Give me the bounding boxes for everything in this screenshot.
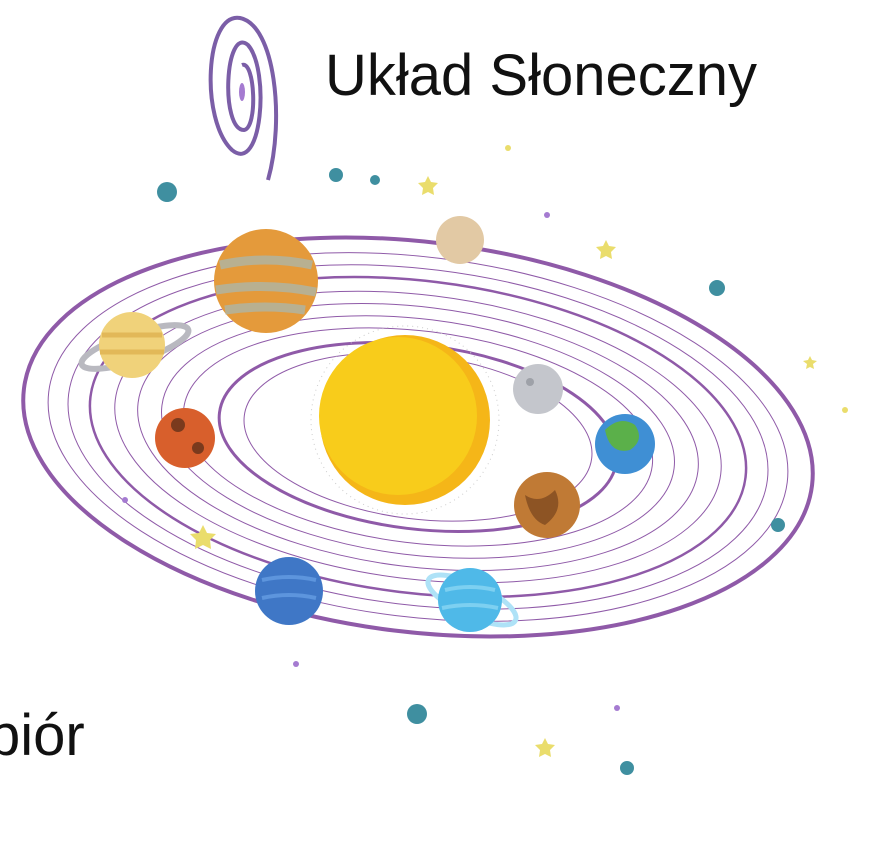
caption: biór <box>0 703 85 768</box>
spiral <box>211 18 276 180</box>
solar-system-illustration: Układ Słoneczny biór <box>0 0 884 865</box>
decorations <box>122 145 848 775</box>
title: Układ Słoneczny <box>325 43 757 108</box>
